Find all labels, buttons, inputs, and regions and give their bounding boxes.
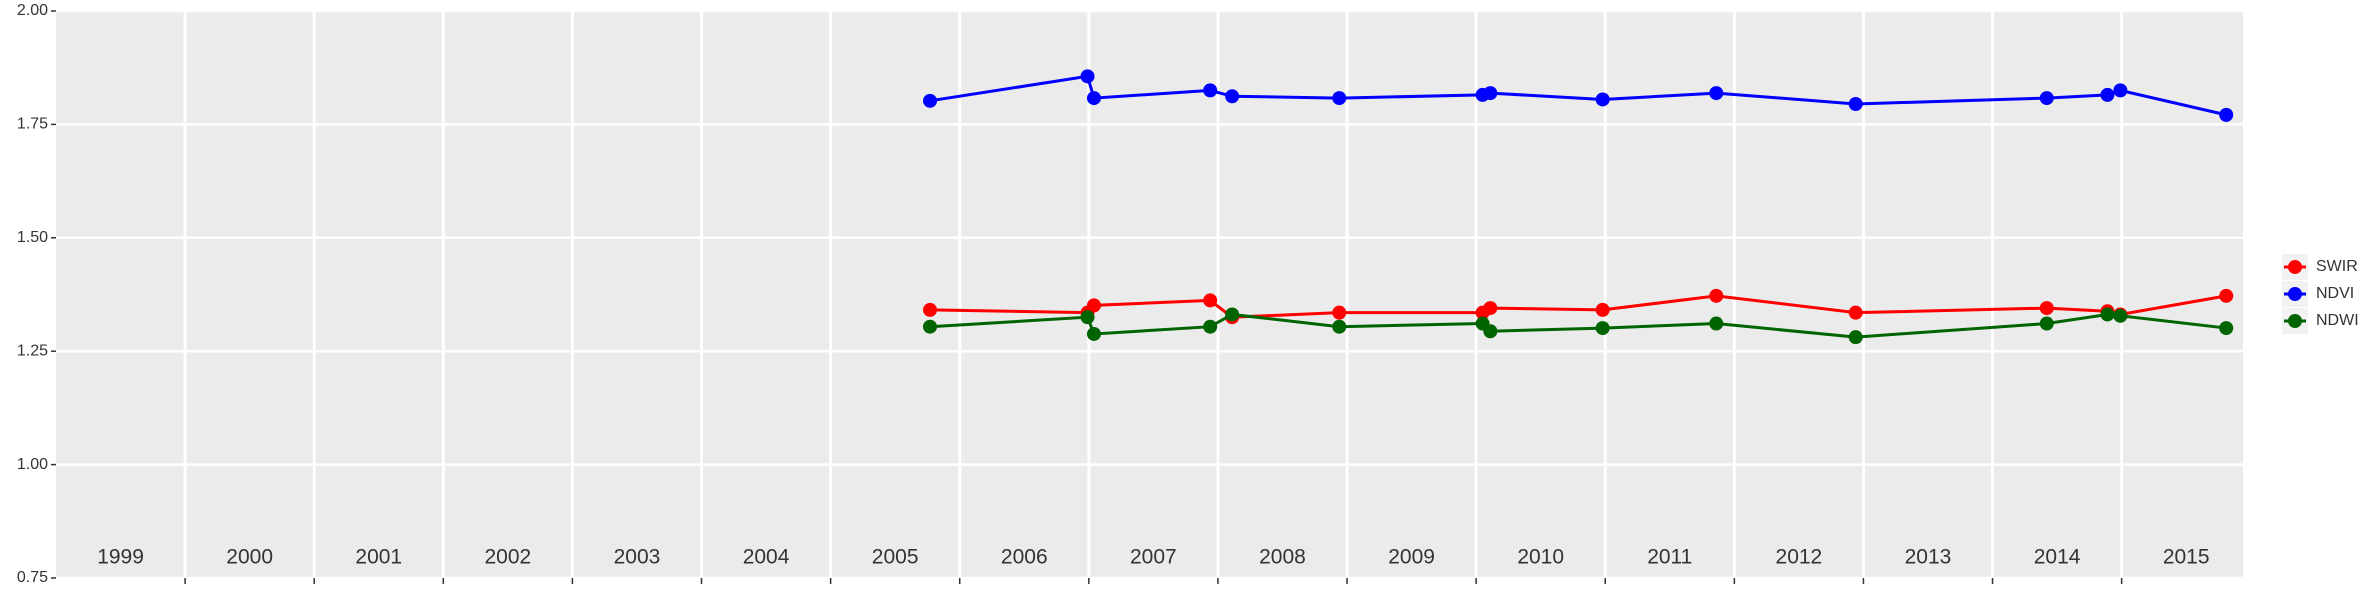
year-label: 2002 [485, 546, 532, 569]
year-label: 2010 [1517, 546, 1564, 569]
point [2113, 83, 2128, 98]
year-label: 1999 [97, 546, 144, 569]
year-label: 2008 [1259, 546, 1306, 569]
point [1709, 316, 1724, 331]
y-tick-label: 0.75 [17, 569, 48, 586]
y-tick-label: 1.25 [17, 342, 48, 359]
point [1709, 288, 1724, 303]
year-label: 2006 [1001, 546, 1048, 569]
y-tick-label: 1.75 [17, 116, 48, 133]
point [2113, 308, 2128, 323]
year-label: 2014 [2034, 546, 2081, 569]
point [1595, 92, 1610, 107]
point [1848, 305, 1863, 320]
point [2100, 87, 2115, 102]
point [1848, 96, 1863, 111]
y-tick-label: 1.00 [17, 456, 48, 473]
point [2039, 91, 2054, 106]
point [923, 319, 938, 334]
plot-panel [56, 11, 2243, 578]
point [1080, 310, 1095, 325]
point [1483, 324, 1498, 339]
point [2100, 307, 2115, 322]
year-label: 2013 [1905, 546, 1952, 569]
point [1595, 302, 1610, 317]
point [1332, 319, 1347, 334]
y-tick-label: 2.00 [17, 2, 48, 19]
point [2039, 316, 2054, 331]
legend-label: NDWI [2316, 312, 2359, 329]
year-label: 2007 [1130, 546, 1177, 569]
year-label: 2009 [1388, 546, 1435, 569]
point [2219, 321, 2234, 336]
year-label: 2000 [226, 546, 273, 569]
legend-point [2288, 260, 2302, 274]
point [1332, 91, 1347, 106]
point [1086, 326, 1101, 341]
year-label: 2015 [2163, 546, 2210, 569]
y-tick-label: 1.50 [17, 229, 48, 246]
point [923, 302, 938, 317]
point [1080, 69, 1095, 84]
point [1483, 86, 1498, 101]
point [2039, 301, 2054, 316]
point [1203, 319, 1218, 334]
point [1203, 83, 1218, 98]
point [1483, 301, 1498, 316]
year-label: 2001 [355, 546, 402, 569]
year-label: 2011 [1647, 546, 1692, 569]
year-label: 2004 [743, 546, 790, 569]
point [1086, 298, 1101, 313]
point [923, 93, 938, 108]
point [2219, 288, 2234, 303]
point [1595, 321, 1610, 336]
legend-label: SWIR [2316, 258, 2358, 275]
point [1225, 89, 1240, 104]
legend-label: NDVI [2316, 285, 2354, 302]
year-label: 2005 [872, 546, 919, 569]
legend-point [2288, 314, 2302, 328]
point [1203, 293, 1218, 308]
point [1848, 330, 1863, 345]
point [1086, 91, 1101, 106]
point [1332, 305, 1347, 320]
year-label: 2003 [614, 546, 661, 569]
year-label: 2012 [1776, 546, 1823, 569]
point [1225, 307, 1240, 322]
point [1709, 86, 1724, 101]
legend-point [2288, 287, 2302, 301]
point [2219, 107, 2234, 122]
